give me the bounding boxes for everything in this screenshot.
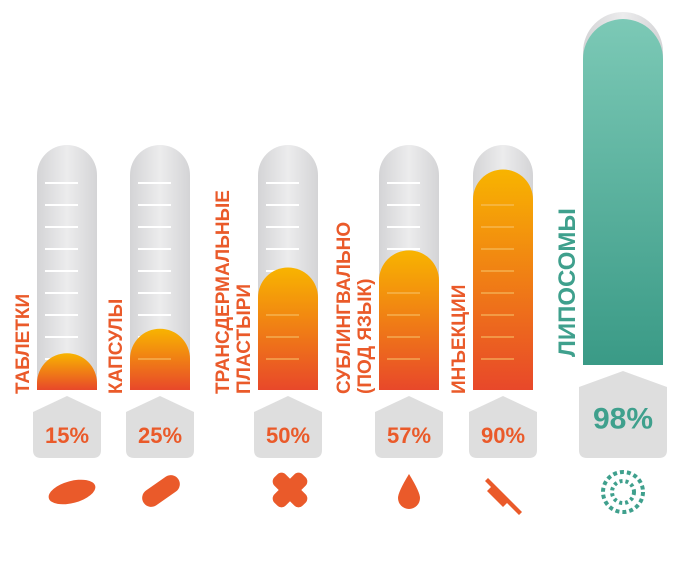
syringe-icon: [485, 478, 522, 515]
value-label: 98%: [593, 403, 653, 436]
patch-icon: [272, 472, 308, 508]
bar: [379, 250, 439, 390]
pill-icon: [48, 479, 96, 505]
category-label: ИНЪЕКЦИИ: [449, 285, 470, 394]
tube: [130, 145, 190, 390]
category-label: (ПОД ЯЗЫК): [355, 279, 376, 394]
value-badge: [579, 371, 667, 458]
category-label: СУБЛИНГВАЛЬНО: [334, 222, 355, 394]
value-label: 25%: [138, 423, 182, 448]
category-label: ТАБЛЕТКИ: [13, 294, 34, 394]
value-badge: [254, 396, 322, 458]
value-badge: [375, 396, 443, 458]
value-label: 15%: [45, 423, 89, 448]
category-label: ПЛАСТЫРИ: [234, 284, 255, 394]
value-badge: [33, 396, 101, 458]
icons: [48, 470, 645, 515]
bar: [37, 353, 97, 390]
value-badge: [126, 396, 194, 458]
drop-icon: [398, 474, 420, 509]
bar: [258, 267, 318, 390]
tube: [37, 145, 97, 390]
value-label: 50%: [266, 423, 310, 448]
bar: [473, 169, 533, 390]
value-label: 57%: [387, 423, 431, 448]
liposome-icon: [601, 470, 645, 514]
category-label: ЛИПОСОМЫ: [554, 208, 581, 357]
category-label: ТРАНСДЕРМАЛЬНЫЕ: [213, 190, 234, 394]
category-label: КАПСУЛЫ: [106, 299, 127, 394]
value-label: 90%: [481, 423, 525, 448]
bar: [583, 19, 663, 366]
capsule-icon: [142, 475, 180, 507]
value-badge: [469, 396, 537, 458]
